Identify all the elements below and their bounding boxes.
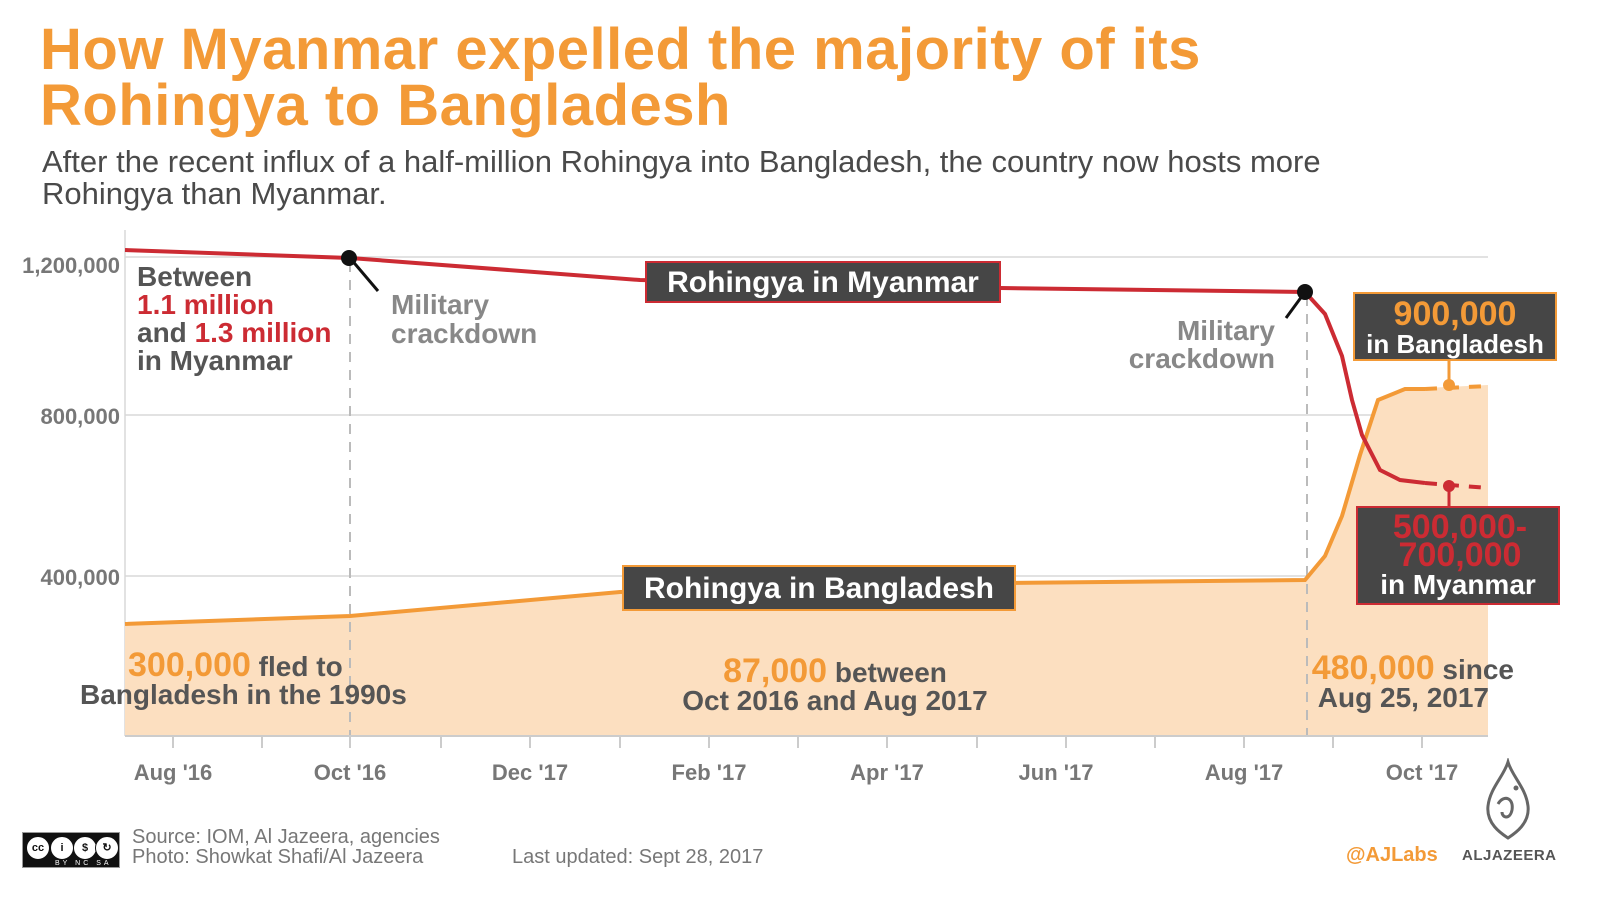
x-axis-labels: Aug '16 Oct '16 Dec '17 Feb '17 Apr '17 … bbox=[134, 760, 1459, 785]
y-tick: 1,200,000 bbox=[22, 253, 120, 278]
annotation-480000: 480,000 since Aug 25, 2017 bbox=[1312, 649, 1514, 713]
x-axis bbox=[125, 735, 1488, 748]
title-line-2: Rohingya to Bangladesh bbox=[40, 73, 731, 138]
svg-text:Military: Military bbox=[391, 289, 489, 320]
bd-callout-dot bbox=[1443, 379, 1455, 391]
x-tick: Aug '17 bbox=[1205, 760, 1284, 785]
aljazeera-brand: ALJAZEERA bbox=[1462, 847, 1557, 864]
svg-text:1.1 million: 1.1 million bbox=[137, 289, 274, 320]
subtitle-line-2: Rohingya than Myanmar. bbox=[42, 176, 387, 211]
creative-commons-badge: cc i $ ↻ BY NC SA bbox=[22, 832, 120, 868]
title-line-1: How Myanmar expelled the majority of its bbox=[40, 17, 1201, 82]
y-axis-labels: 1,200,000 800,000 400,000 bbox=[22, 253, 120, 590]
x-tick: Oct '17 bbox=[1386, 760, 1459, 785]
svg-text:480,000 since: 480,000 since bbox=[1312, 649, 1514, 687]
y-tick: 800,000 bbox=[40, 404, 120, 429]
svg-text:Rohingya in Bangladesh: Rohingya in Bangladesh bbox=[644, 572, 994, 605]
chart-subtitle: After the recent influx of a half-millio… bbox=[42, 146, 1562, 210]
by-icon: i bbox=[50, 836, 74, 860]
series-label-myanmar: Rohingya in Myanmar bbox=[645, 261, 1001, 303]
crackdown-point-2 bbox=[1284, 284, 1313, 319]
bangladesh-line bbox=[124, 387, 1425, 626]
svg-text:Rohingya in Myanmar: Rohingya in Myanmar bbox=[667, 266, 979, 299]
sa-icon: ↻ bbox=[95, 836, 119, 860]
series-label-bangladesh: Rohingya in Bangladesh bbox=[622, 565, 1016, 611]
svg-text:700,000: 700,000 bbox=[1399, 536, 1522, 574]
bangladesh-area bbox=[125, 385, 1488, 736]
x-tick: Oct '16 bbox=[314, 760, 387, 785]
svg-text:900,000: 900,000 bbox=[1394, 295, 1517, 333]
svg-text:Oct 2016 and Aug 2017: Oct 2016 and Aug 2017 bbox=[682, 685, 988, 716]
x-tick: Feb '17 bbox=[672, 760, 747, 785]
svg-text:in Myanmar: in Myanmar bbox=[1380, 569, 1536, 600]
bangladesh-line-projected bbox=[1424, 384, 1489, 391]
bangladesh-total-callout: 900,000 in Bangladesh bbox=[1353, 292, 1557, 361]
svg-text:500,000-: 500,000- bbox=[1393, 508, 1527, 546]
annotation-87000: 87,000 between Oct 2016 and Aug 2017 bbox=[682, 652, 988, 716]
subtitle-line-1: After the recent influx of a half-millio… bbox=[42, 144, 1321, 179]
photo-credit: Photo: Showkat Shafi/Al Jazeera bbox=[132, 846, 424, 868]
ajlabs-handle[interactable]: @AJLabs bbox=[1346, 844, 1438, 866]
annotation-1990s: 300,000 fled to Bangladesh in the 1990s bbox=[80, 646, 407, 710]
source-text: Source: IOM, Al Jazeera, agencies bbox=[132, 826, 440, 848]
license-label: BY NC SA bbox=[55, 860, 112, 867]
svg-text:Bangladesh in the 1990s: Bangladesh in the 1990s bbox=[80, 679, 407, 710]
myanmar-range-callout: 500,000- 700,000 in Myanmar bbox=[1356, 506, 1560, 605]
mm-callout-dot bbox=[1443, 480, 1455, 492]
svg-text:87,000 between: 87,000 between bbox=[723, 652, 947, 690]
x-tick: Dec '17 bbox=[492, 760, 568, 785]
svg-text:crackdown: crackdown bbox=[391, 318, 537, 349]
myanmar-line-projected bbox=[1424, 481, 1489, 490]
svg-text:crackdown: crackdown bbox=[1129, 343, 1275, 374]
nc-icon: $ bbox=[73, 836, 97, 860]
svg-text:Between: Between bbox=[137, 261, 252, 292]
svg-text:Aug 25, 2017: Aug 25, 2017 bbox=[1318, 682, 1489, 713]
svg-text:300,000 fled to: 300,000 fled to bbox=[128, 646, 343, 684]
svg-text:in Bangladesh: in Bangladesh bbox=[1366, 329, 1544, 359]
aljazeera-logo-icon bbox=[1486, 758, 1530, 840]
y-tick: 400,000 bbox=[40, 565, 120, 590]
event-markers bbox=[349, 262, 1308, 736]
svg-text:and 1.3 million: and 1.3 million bbox=[137, 317, 332, 348]
svg-text:in Myanmar: in Myanmar bbox=[137, 345, 293, 376]
source-credit: Source: IOM, Al Jazeera, agencies Photo:… bbox=[132, 827, 440, 867]
x-tick: Aug '16 bbox=[134, 760, 213, 785]
x-tick: Jun '17 bbox=[1019, 760, 1094, 785]
chart-title: How Myanmar expelled the majority of its… bbox=[40, 17, 1201, 138]
crackdown-label-2: Military crackdown bbox=[1129, 315, 1276, 374]
crackdown-label-1: Military crackdown bbox=[391, 289, 537, 349]
svg-text:Military: Military bbox=[1177, 315, 1275, 346]
x-tick: Apr '17 bbox=[850, 760, 924, 785]
myanmar-line bbox=[124, 248, 1426, 485]
range-annotation: Between 1.1 million and 1.3 million in M… bbox=[137, 261, 332, 376]
last-updated: Last updated: Sept 28, 2017 bbox=[512, 846, 764, 868]
crackdown-point-1 bbox=[341, 250, 380, 292]
cc-icon: cc bbox=[26, 836, 50, 860]
